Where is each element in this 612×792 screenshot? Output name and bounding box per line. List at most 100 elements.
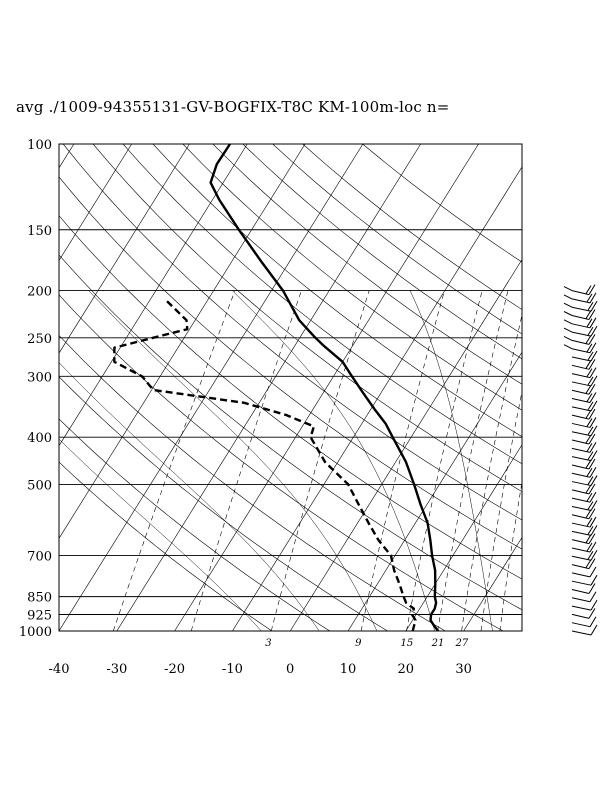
dry-adiabat-line [152,144,522,438]
wind-barb [563,334,596,345]
temperature-tick-label: 10 [340,662,357,677]
dry-adiabat-line [62,144,522,521]
wind-barb [571,608,596,619]
isotherm-line [405,444,522,631]
pressure-tick-label: 1000 [19,625,52,640]
moist-adiabat-line [232,290,435,631]
wind-barb [571,392,597,404]
wind-barb [571,450,598,462]
dry-adiabat-line [212,144,522,385]
wind-barb [571,425,598,437]
isotherm-line [174,144,479,631]
isotherm-line [463,536,522,631]
dry-adiabat-line [59,294,504,631]
temperature-tick-label: -40 [49,662,70,677]
pressure-tick-label: 200 [27,285,52,300]
wind-barb [571,533,596,545]
plot-frame [58,143,523,632]
dry-adiabat-line [122,144,522,465]
wind-barb [571,417,597,428]
temperature-tick-label: 30 [455,662,472,677]
wind-barb [571,566,597,578]
dry-adiabat-line [59,461,273,631]
mixing-ratio-line [437,290,509,631]
wind-barb [571,466,597,478]
pressure-tick-label: 400 [27,431,52,446]
pressure-tick-label: 850 [27,591,52,606]
temperature-tick-label: -20 [164,662,185,677]
isotherm-line [289,258,522,631]
pressure-tick-label: 250 [27,332,52,347]
moist-adiabat-line [59,362,320,631]
mixing-ratio-label: 15 [401,638,414,649]
wind-barb [571,367,597,379]
wind-barb [571,541,597,553]
wind-barb [571,583,596,594]
wind-barbs [563,284,598,636]
dry-adiabat-line [182,144,522,411]
wind-barb [563,309,596,320]
mixing-ratio-line [461,313,522,631]
mixing-ratio-line [360,290,445,631]
dry-adiabat-line [92,144,522,492]
wind-barb [571,599,598,611]
isotherm-line [232,166,522,631]
wind-barb [571,408,596,420]
pressure-tick-label: 500 [27,478,52,493]
dry-adiabat-line [59,418,331,631]
temperature-tick-label: -10 [222,662,243,677]
wind-barb [571,574,598,586]
wind-barb [571,558,596,570]
isotherm-line [59,144,248,447]
mixing-ratio-line [113,290,236,631]
wind-barb [571,500,598,511]
wind-barb [571,433,596,445]
mixing-ratio-label: 3 [265,638,271,649]
wind-barb [571,400,598,412]
mixing-ratio-line [270,290,370,631]
mixing-ratio-label: 27 [455,638,469,649]
dry-adiabat-line [242,144,522,360]
moist-adiabat-line [59,438,262,631]
dry-adiabat-line [302,144,522,310]
wind-barb [571,375,598,387]
chart-title: avg ./1009-94355131-GV-BOGFIX-T8C KM-100… [16,98,450,116]
wind-barb [571,483,596,495]
temperature-tick-label: -30 [106,662,127,677]
mixing-ratio-line [190,290,302,631]
dry-adiabat-line [59,334,446,631]
pressure-tick-label: 925 [27,609,52,624]
isotherm-line [116,144,421,631]
wind-barb [563,292,597,304]
mixing-ratio-line [480,389,522,631]
isotherm-line [521,629,522,631]
background-lines [0,144,612,631]
wind-barb [563,342,597,354]
wind-barb [571,383,596,395]
wind-barb [571,516,597,528]
wind-barb [563,284,596,296]
isotherm-line [59,144,190,354]
moist-adiabat-line [409,290,493,631]
moist-adiabat-line [88,290,378,631]
temperature-tick-label: 20 [398,662,415,677]
wind-barb [571,359,596,370]
dry-adiabat-line [59,176,522,550]
wind-barb [571,442,597,453]
dry-adiabat-line [59,376,389,631]
mixing-ratio-label: 21 [431,638,445,649]
wind-barb [571,350,598,362]
dewpoint-profile [113,300,417,631]
isotherm-line [579,144,612,631]
wind-barb [571,624,598,636]
pressure-tick-label: 100 [27,138,52,153]
isotherm-line [347,351,522,631]
wind-barb [563,325,598,337]
temperature-profile [209,144,440,631]
temperature-tick-label: 0 [286,662,294,677]
isotherm-line [0,144,16,631]
wind-barb [571,491,597,503]
wind-barb [571,458,596,470]
mixing-ratio-line [499,480,522,631]
